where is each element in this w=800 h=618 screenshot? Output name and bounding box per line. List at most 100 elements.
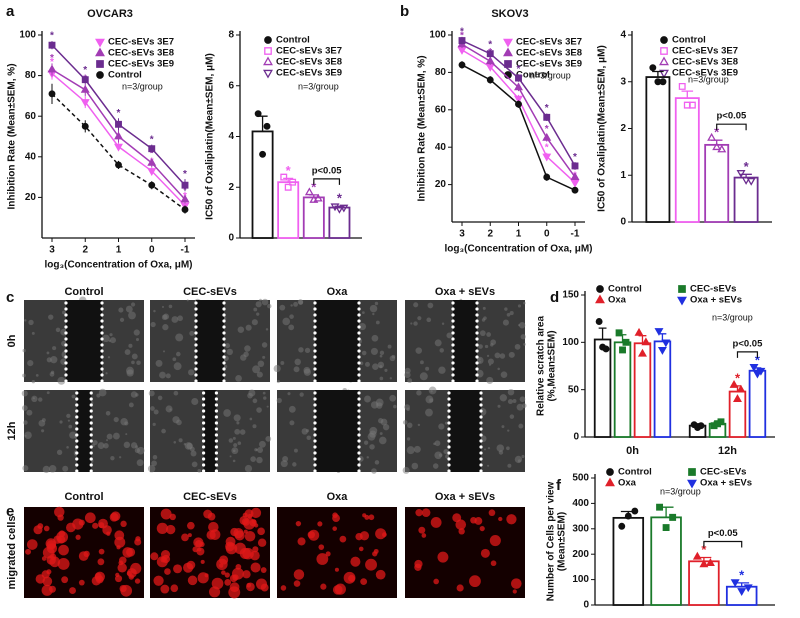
column-label: Oxa xyxy=(327,491,349,503)
texture xyxy=(46,351,50,355)
data-point xyxy=(457,47,467,55)
texture xyxy=(251,319,258,326)
legend-marker xyxy=(503,38,513,48)
boundary-dot xyxy=(475,349,479,353)
significance: * xyxy=(545,142,549,153)
boundary-dot xyxy=(451,349,455,353)
cell xyxy=(316,553,329,565)
significance-bracket xyxy=(736,351,759,358)
significance: * xyxy=(286,163,292,178)
texture xyxy=(282,455,289,462)
boundary-dot xyxy=(313,427,317,431)
legend-label: CEC-sEVs 3E8 xyxy=(672,57,738,68)
boundary-dot xyxy=(100,349,104,353)
data-point xyxy=(47,64,57,73)
data-point xyxy=(661,339,671,348)
legend-label: CEC-sEVs xyxy=(700,467,746,478)
texture xyxy=(426,317,432,323)
significance: * xyxy=(488,40,492,51)
texture xyxy=(133,329,140,336)
texture xyxy=(247,392,253,399)
texture xyxy=(135,445,139,449)
significance: * xyxy=(714,125,720,140)
significance: * xyxy=(50,53,54,64)
y-tick-label: 20 xyxy=(435,179,447,190)
texture xyxy=(168,304,173,309)
boundary-dot xyxy=(357,307,361,311)
boundary-dot xyxy=(89,415,93,419)
boundary-dot xyxy=(64,325,68,329)
texture xyxy=(229,455,232,458)
texture xyxy=(245,324,252,331)
texture xyxy=(24,431,32,440)
legend-marker xyxy=(504,60,512,68)
texture xyxy=(153,309,156,313)
legend-label: Control xyxy=(672,35,706,46)
texture xyxy=(293,366,300,373)
texture xyxy=(234,428,241,435)
texture xyxy=(41,429,45,433)
texture xyxy=(123,441,131,449)
texture xyxy=(288,324,295,331)
y-tick-label: 2 xyxy=(620,123,626,134)
boundary-dot xyxy=(222,373,226,377)
boundary-dot xyxy=(214,421,218,425)
boundary-dot xyxy=(451,313,455,317)
data-point xyxy=(737,588,747,596)
texture xyxy=(519,396,526,403)
error-bar xyxy=(681,90,694,99)
legend-marker xyxy=(688,468,696,476)
boundary-dot xyxy=(357,319,361,323)
cell xyxy=(224,579,232,586)
texture xyxy=(250,456,257,462)
x-tick-label: 12h xyxy=(718,445,737,457)
texture xyxy=(150,406,155,411)
cell xyxy=(225,541,235,552)
data-point xyxy=(692,551,702,560)
data-point xyxy=(752,370,762,379)
texture xyxy=(487,464,490,467)
data-point xyxy=(458,37,466,45)
cell xyxy=(195,540,203,548)
texture xyxy=(411,462,419,470)
texture xyxy=(507,399,513,405)
boundary-dot xyxy=(214,415,218,419)
texture xyxy=(188,369,195,376)
y-axis-label: IC50 of Oxaliplatin(Mean±SEM, μM) xyxy=(205,53,216,220)
x-tick-label: 0h xyxy=(626,445,639,457)
cell xyxy=(415,509,423,517)
boundary-dot xyxy=(194,319,198,323)
texture xyxy=(42,465,50,474)
boundary-dot xyxy=(313,379,317,383)
texture xyxy=(165,373,171,379)
legend-label: CEC-sEVs xyxy=(690,284,736,295)
boundary-dot xyxy=(451,373,455,377)
boundary-dot xyxy=(313,343,317,347)
texture xyxy=(289,420,295,426)
cell xyxy=(469,575,481,588)
boundary-dot xyxy=(75,415,79,419)
bar xyxy=(251,130,274,239)
texture xyxy=(235,374,242,382)
boundary-dot xyxy=(194,307,198,311)
boundary-dot xyxy=(202,445,206,449)
legend-marker xyxy=(595,294,605,304)
texture xyxy=(375,320,380,325)
texture xyxy=(236,421,240,425)
boundary-dot xyxy=(100,343,104,347)
scratch xyxy=(315,300,359,382)
y-tick-label: 150 xyxy=(562,290,579,301)
boundary-dot xyxy=(75,445,79,449)
scratch xyxy=(315,390,359,472)
boundary-dot xyxy=(475,343,479,347)
texture xyxy=(507,463,512,468)
error-bar xyxy=(598,327,607,340)
texture xyxy=(125,305,133,313)
cell xyxy=(224,572,230,578)
boundary-dot xyxy=(479,403,483,407)
texture xyxy=(276,397,282,404)
data-point xyxy=(147,157,157,166)
legend-marker xyxy=(678,285,686,293)
legend-marker xyxy=(263,56,273,66)
texture xyxy=(68,424,73,429)
